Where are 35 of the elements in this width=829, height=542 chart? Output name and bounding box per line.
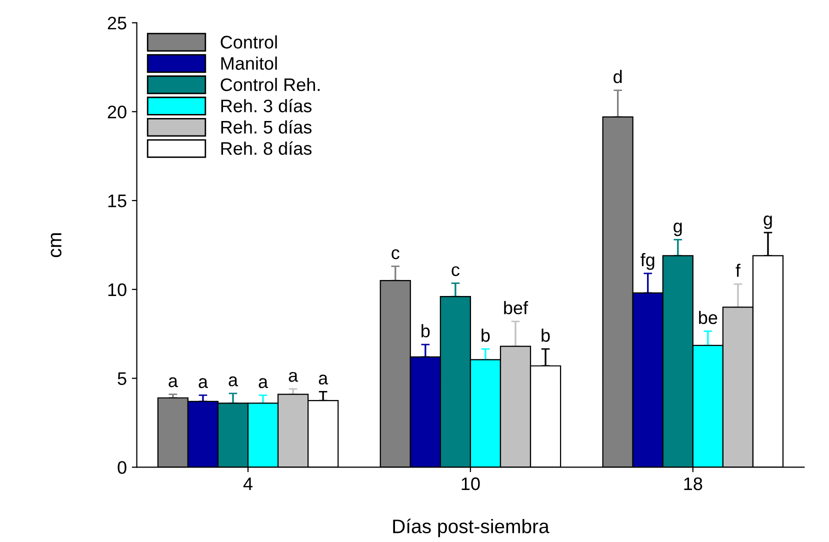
legend-label: Reh. 5 días	[221, 120, 312, 134]
y-axis-title: cm	[50, 233, 62, 258]
data-label: d	[614, 70, 622, 84]
data-label: g	[764, 216, 772, 229]
data-label: g	[674, 222, 682, 236]
data-label: be	[699, 310, 718, 324]
y-tick-label: 15	[108, 194, 126, 208]
legend-label: Reh. 8 días	[221, 141, 312, 155]
legend-label: Control	[220, 35, 277, 49]
x-tick-label: 18	[684, 477, 702, 490]
legend-label: Control Reh.	[220, 78, 320, 92]
data-label: a	[258, 378, 268, 388]
data-label: b	[422, 324, 430, 338]
y-tick-label: 5	[118, 372, 126, 386]
data-label: b	[482, 328, 490, 342]
data-label: c	[452, 266, 460, 276]
data-label: bef	[504, 301, 528, 314]
data-label: a	[198, 378, 208, 388]
legend-label: Manitol	[221, 56, 277, 70]
data-label: b	[542, 328, 550, 342]
data-label: fg	[640, 253, 654, 270]
data-label: c	[392, 249, 400, 260]
data-label: a	[168, 377, 178, 388]
y-tick-label: 20	[108, 106, 126, 118]
y-tick-label: 25	[108, 16, 126, 30]
x-tick-label: 10	[462, 477, 480, 490]
x-axis-title: Días post-siembra	[393, 518, 550, 538]
x-tick-label: 4	[243, 478, 252, 490]
data-label: f	[736, 264, 740, 277]
y-tick-label: 10	[108, 283, 126, 296]
data-label: a	[288, 372, 298, 382]
data-label: a	[228, 376, 238, 386]
legend-label: Reh. 3 días	[221, 98, 312, 112]
data-label: a	[318, 374, 328, 385]
y-tick-label: 0	[118, 461, 126, 474]
